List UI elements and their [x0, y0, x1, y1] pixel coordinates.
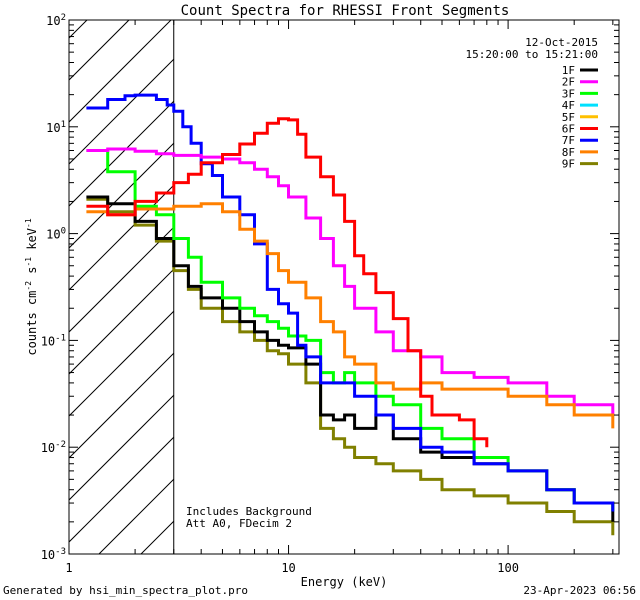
legend-label-7F: 7F — [562, 134, 575, 147]
chart-title: Count Spectra for RHESSI Front Segments — [181, 3, 510, 19]
series-group — [86, 93, 615, 536]
y-tick-label: 10-2 — [41, 440, 66, 455]
series-8F — [86, 202, 615, 429]
legend-label-1F: 1F — [562, 64, 575, 77]
footer-timestamp: 23-Apr-2023 06:56 — [523, 584, 636, 597]
plot-frame — [68, 19, 620, 555]
hatch-mask — [173, 20, 619, 554]
hatch-line — [0, 0, 111, 554]
legend-label-5F: 5F — [562, 111, 575, 124]
y-tick-label: 10-1 — [41, 333, 66, 348]
time-range-label: 15:20:00 to 15:21:00 — [466, 48, 598, 61]
hatch-line — [69, 20, 88, 39]
y-tick-label: 102 — [46, 13, 66, 28]
background-hatch-region — [0, 0, 619, 554]
series-2F — [86, 147, 615, 415]
y-tick-labels: 10-3 10-2 10-1 100 101 102 — [41, 13, 66, 562]
series-6F — [86, 117, 489, 448]
legend-label-6F: 6F — [562, 123, 575, 136]
annotation-attenuator: Att A0, FDecim 2 — [186, 517, 292, 530]
series-9F — [86, 197, 615, 536]
legend-label-2F: 2F — [562, 76, 575, 89]
y-axis-label: counts cm-2 s-1 keV-1 — [24, 218, 39, 355]
axis-ticks — [68, 19, 619, 555]
x-tick-label: 100 — [497, 561, 519, 575]
legend-label-3F: 3F — [562, 87, 575, 100]
y-tick-label: 101 — [46, 120, 66, 135]
legend-label-4F: 4F — [562, 99, 575, 112]
footer-generated-by: Generated by hsi_min_spectra_plot.pro — [3, 584, 248, 597]
legend-label-9F: 9F — [562, 158, 575, 171]
date-label: 12-Oct-2015 — [525, 36, 598, 49]
x-tick-labels: 1 10 100 — [65, 561, 519, 575]
series-7F — [86, 93, 615, 512]
x-tick-label: 1 — [65, 561, 72, 575]
y-tick-label: 10-3 — [41, 547, 66, 562]
hatch-line — [69, 20, 172, 123]
annotation-background: Includes Background — [186, 505, 312, 518]
series-3F — [86, 149, 615, 512]
legend-label-8F: 8F — [562, 146, 575, 159]
hatch-line — [69, 20, 130, 81]
y-tick-label: 100 — [46, 227, 66, 242]
x-tick-label: 10 — [281, 561, 295, 575]
x-axis-label: Energy (keV) — [301, 575, 388, 589]
